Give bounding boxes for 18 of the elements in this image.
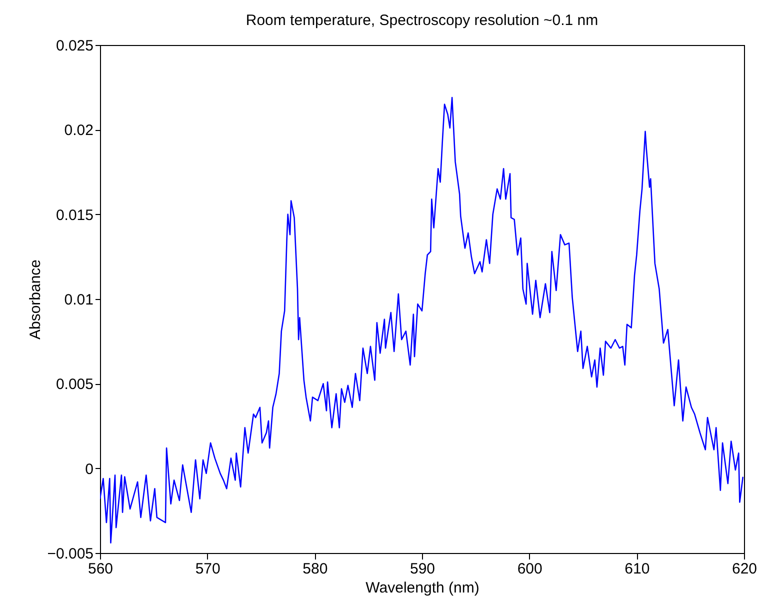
- y-tick-label: 0.005: [56, 376, 94, 394]
- y-axis-title: Absorbance: [27, 259, 44, 340]
- y-tick-label: 0.01: [64, 292, 94, 308]
- y-tick-label: 0.015: [56, 206, 94, 224]
- x-axis-title: Wavelength (nm): [366, 580, 480, 596]
- x-tick-label: 560: [88, 560, 114, 578]
- x-tick-label: 570: [195, 560, 220, 578]
- y-tick-label: 0.025: [56, 38, 94, 54]
- x-tick-label: 590: [410, 560, 436, 578]
- x-tick-label: 610: [624, 560, 650, 578]
- x-tick-label: 580: [302, 560, 328, 578]
- y-tick-label: 0.02: [64, 122, 94, 140]
- x-tick-label: 620: [732, 560, 758, 578]
- chart-title: Room temperature, Spectroscopy resolution ~0.1 nm: [246, 12, 598, 29]
- line-series: [100, 96, 744, 544]
- x-tick-label: 600: [517, 560, 542, 578]
- y-tick-label: −0.005: [47, 546, 94, 562]
- y-tick-label: 0: [85, 460, 94, 478]
